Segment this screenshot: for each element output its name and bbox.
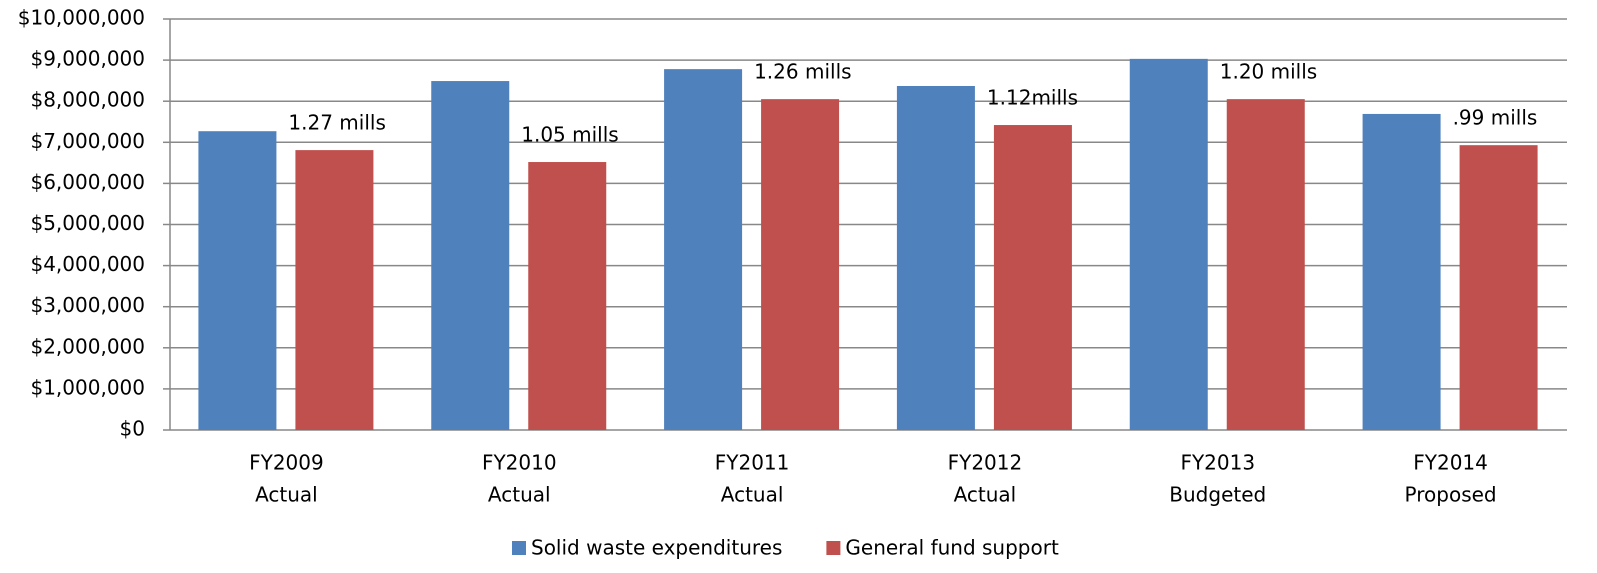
bar xyxy=(664,69,743,430)
bar xyxy=(1226,99,1305,431)
y-tick-label: $0 xyxy=(120,417,145,441)
annotation: .99 mills xyxy=(1453,106,1538,130)
y-tick-label: $5,000,000 xyxy=(30,211,145,235)
y-tick-label: $4,000,000 xyxy=(30,252,145,276)
bar xyxy=(761,99,840,431)
x-tick-label: Proposed xyxy=(1405,483,1497,507)
x-tick-label: Budgeted xyxy=(1169,483,1266,507)
x-tick-label: FY2011 xyxy=(715,451,790,475)
y-tick-label: $9,000,000 xyxy=(30,47,145,71)
y-tick-label: $7,000,000 xyxy=(30,129,145,153)
x-tick-label: FY2010 xyxy=(482,451,557,475)
annotation: 1.12mills xyxy=(987,86,1078,110)
bar xyxy=(1362,113,1441,430)
y-tick-label: $10,000,000 xyxy=(18,6,145,30)
x-tick-label: Actual xyxy=(255,483,318,507)
bar xyxy=(896,85,975,431)
annotation: 1.20 mills xyxy=(1220,60,1317,84)
x-tick-label: FY2013 xyxy=(1180,451,1255,475)
y-tick-label: $1,000,000 xyxy=(30,375,145,399)
x-tick-label: FY2014 xyxy=(1413,451,1488,475)
bar xyxy=(1129,58,1208,430)
bar xyxy=(1459,145,1538,430)
legend-label: General fund support xyxy=(845,536,1059,560)
annotation: 1.26 mills xyxy=(754,60,851,84)
annotation: 1.27 mills xyxy=(288,111,385,135)
bar xyxy=(431,81,510,430)
y-tick-label: $8,000,000 xyxy=(30,88,145,112)
legend-label: Solid waste expenditures xyxy=(531,536,782,560)
y-tick-label: $3,000,000 xyxy=(30,293,145,317)
legend-swatch xyxy=(512,541,526,555)
y-tick-label: $6,000,000 xyxy=(30,170,145,194)
bar xyxy=(295,150,374,430)
x-tick-label: Actual xyxy=(954,483,1017,507)
bar xyxy=(528,162,607,430)
x-tick-label: FY2012 xyxy=(948,451,1023,475)
annotation: 1.05 mills xyxy=(521,123,618,147)
y-tick-label: $2,000,000 xyxy=(30,334,145,358)
x-tick-label: FY2009 xyxy=(249,451,324,475)
x-tick-label: Actual xyxy=(721,483,784,507)
x-tick-label: Actual xyxy=(488,483,551,507)
legend-swatch xyxy=(826,541,841,555)
bar xyxy=(993,125,1072,431)
bar xyxy=(198,131,277,430)
